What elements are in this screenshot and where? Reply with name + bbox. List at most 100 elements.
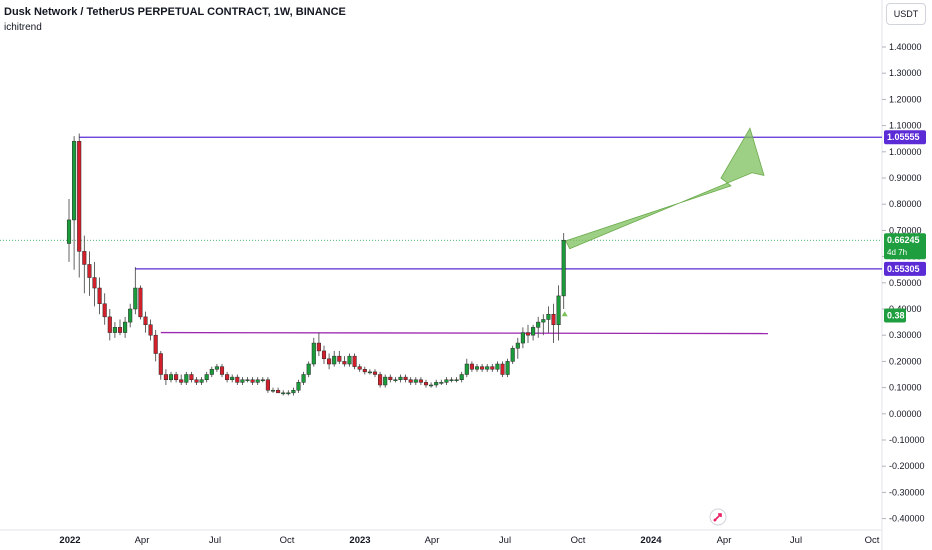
y-tick-label: -0.20000 xyxy=(889,461,925,471)
candle-body xyxy=(490,366,495,370)
candle-body xyxy=(429,384,434,387)
candle-body xyxy=(469,363,474,370)
candle-body xyxy=(72,141,77,221)
candle-body xyxy=(321,350,327,360)
candle-body xyxy=(485,366,490,370)
tag-signal-bg xyxy=(884,308,906,323)
candle-body xyxy=(281,392,286,395)
candle-body xyxy=(107,316,112,333)
candle-body xyxy=(209,369,214,375)
candle-body xyxy=(66,219,72,244)
candle-body xyxy=(327,358,332,365)
candle-body xyxy=(240,379,245,383)
x-tick-label: Apr xyxy=(717,535,732,546)
candle-body xyxy=(316,342,321,352)
y-tick-label: 0.80000 xyxy=(889,199,922,209)
candle-body xyxy=(260,379,265,381)
x-tick-label: Oct xyxy=(865,535,880,546)
candle-body xyxy=(245,379,250,381)
y-tick-label: 0.50000 xyxy=(889,278,922,288)
candle-body xyxy=(184,374,189,383)
x-tick-label: 2024 xyxy=(640,535,662,546)
candle-body xyxy=(444,379,449,383)
candle-body xyxy=(347,355,352,365)
x-tick-label: Jul xyxy=(209,535,221,546)
y-tick-label: -0.30000 xyxy=(889,487,925,497)
x-tick-label: Jul xyxy=(499,535,511,546)
y-tick-label: 0.10000 xyxy=(889,383,922,393)
candle-body xyxy=(250,379,255,383)
candle-body xyxy=(531,327,536,336)
chart-title: Dusk Network / TetherUS PERPETUAL CONTRA… xyxy=(4,6,346,18)
target-arrow-layer xyxy=(561,127,765,317)
candle-body xyxy=(337,355,342,362)
x-tick-label: 2022 xyxy=(59,535,80,546)
tag-resistance-value: 1.05555 xyxy=(887,132,920,142)
candle-body xyxy=(561,239,566,297)
candle-body xyxy=(214,366,219,370)
tag-signal-value: 0.38 xyxy=(887,311,905,321)
tradingview-logo xyxy=(709,508,727,526)
candle-body xyxy=(225,374,230,380)
y-tick-label: 1.40000 xyxy=(889,42,922,52)
candle-body xyxy=(77,141,82,252)
y-tick-label: -0.10000 xyxy=(889,435,925,445)
candle-body xyxy=(204,374,209,380)
candle-body xyxy=(296,382,301,391)
candle-body xyxy=(332,355,337,365)
candle-body xyxy=(362,369,367,373)
tag-current-price-countdown: 4d 7h xyxy=(887,248,907,257)
candle-body xyxy=(123,321,128,333)
tag-current-price-bg xyxy=(884,233,926,260)
candle-body xyxy=(153,334,158,354)
y-tick-label: 1.20000 xyxy=(889,94,922,104)
y-tick-label: -0.40000 xyxy=(889,514,925,524)
candle-body xyxy=(500,363,505,375)
candle-body xyxy=(525,332,531,336)
horizontal-lines-layer xyxy=(0,136,882,335)
candle-body xyxy=(301,374,306,383)
target-arrow xyxy=(565,127,765,250)
y-tick-label: 1.10000 xyxy=(889,121,922,131)
grid-layer xyxy=(0,0,883,550)
indicator-label[interactable]: ichitrend xyxy=(4,22,42,33)
candle-body xyxy=(474,366,480,370)
x-tick-label: Oct xyxy=(571,535,586,546)
candle-body xyxy=(230,376,235,380)
candle-body xyxy=(495,363,500,370)
candle-body xyxy=(194,379,199,383)
candle-body xyxy=(464,363,469,375)
candle-body xyxy=(306,363,311,375)
y-tick-label: 0.00000 xyxy=(889,409,922,419)
candle-body xyxy=(434,382,439,386)
candle-body xyxy=(372,371,378,375)
candle-body xyxy=(189,374,194,380)
candle-body xyxy=(133,287,138,310)
candle-body xyxy=(82,251,87,265)
y-tick-label: 0.30000 xyxy=(889,330,922,340)
candle-body xyxy=(383,376,388,386)
candle-body xyxy=(541,319,546,323)
candle-body xyxy=(199,379,204,383)
candle-body xyxy=(393,379,398,381)
time-axis: 2022 Apr Jul Oct 2023 Apr Jul Oct 2024 Apr Jul Oct xyxy=(59,535,879,546)
x-tick-label: Apr xyxy=(135,535,150,546)
price-tags-layer: 1.05555 0.66245 4d 7h 0.55305 0.38 xyxy=(884,130,926,323)
candle-body xyxy=(87,264,92,278)
candle-body xyxy=(112,327,117,333)
candle-body xyxy=(546,313,551,320)
candle-body xyxy=(158,353,163,375)
y-tick-label: 1.00000 xyxy=(889,147,922,157)
candle-body xyxy=(418,379,423,383)
candle-body xyxy=(179,379,184,383)
candle-body xyxy=(342,361,347,365)
candle-body xyxy=(388,376,393,380)
candle-body xyxy=(148,324,153,336)
x-tick-label: 2023 xyxy=(349,535,370,546)
candle-body xyxy=(459,374,464,380)
currency-button[interactable]: USDT xyxy=(886,3,926,25)
candle-body xyxy=(174,374,179,380)
candle-body xyxy=(143,316,148,325)
candle-body xyxy=(117,327,123,333)
